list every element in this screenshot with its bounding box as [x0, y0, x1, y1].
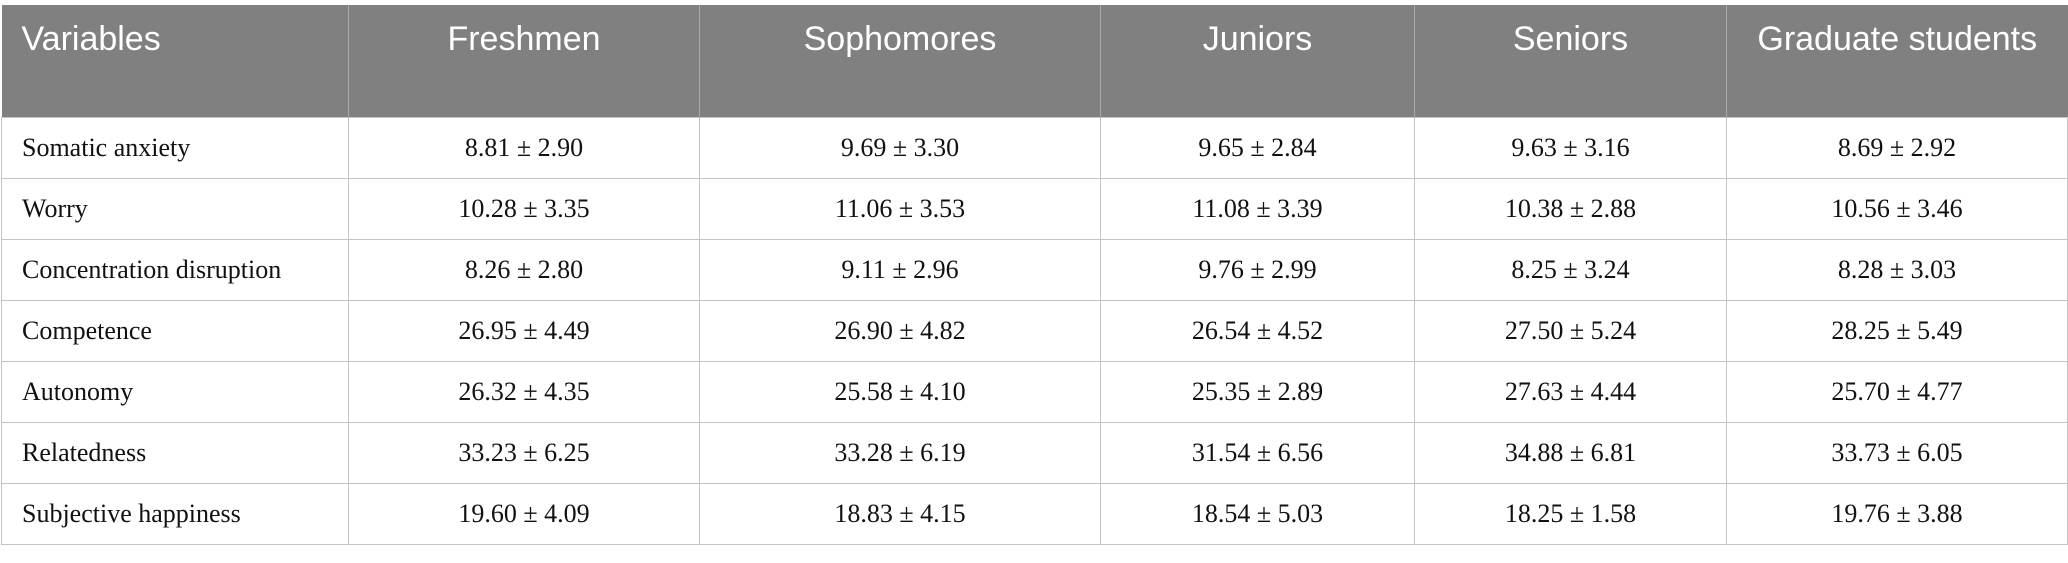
- row-label: Concentration disruption: [1, 238, 349, 301]
- cell: 10.38 ± 2.88: [1414, 177, 1727, 240]
- row-label: Competence: [1, 299, 349, 362]
- cell: 26.54 ± 4.52: [1100, 299, 1415, 362]
- row-label: Relatedness: [1, 421, 349, 484]
- cell: 9.76 ± 2.99: [1100, 238, 1415, 301]
- cell: 26.95 ± 4.49: [348, 299, 700, 362]
- cell: 8.28 ± 3.03: [1726, 238, 2068, 301]
- row-label: Subjective happiness: [1, 482, 349, 545]
- cell: 27.63 ± 4.44: [1414, 360, 1727, 423]
- cell: 33.23 ± 6.25: [348, 421, 700, 484]
- header-cell: Sophomores: [699, 5, 1101, 117]
- cell: 9.69 ± 3.30: [699, 116, 1101, 179]
- cell: 33.73 ± 6.05: [1726, 421, 2068, 484]
- cell: 19.60 ± 4.09: [348, 482, 700, 545]
- table-row: Concentration disruption 8.26 ± 2.80 9.11 …: [1, 238, 2068, 301]
- cell: 8.81 ± 2.90: [348, 116, 700, 179]
- table-row: Subjective happiness 19.60 ± 4.09 18.83 ± …: [1, 482, 2068, 545]
- table-row: Relatedness 33.23 ± 6.25 33.28 ± 6.19 31.54…: [1, 421, 2068, 484]
- cell: 9.65 ± 2.84: [1100, 116, 1415, 179]
- cell: 18.25 ± 1.58: [1414, 482, 1727, 545]
- cell: 25.35 ± 2.89: [1100, 360, 1415, 423]
- row-label: Autonomy: [1, 360, 349, 423]
- cell: 8.25 ± 3.24: [1414, 238, 1727, 301]
- cell: 10.28 ± 3.35: [348, 177, 700, 240]
- cell: 8.26 ± 2.80: [348, 238, 700, 301]
- header-cell: Juniors: [1100, 5, 1415, 117]
- table-row: Autonomy 26.32 ± 4.35 25.58 ± 4.10 25.35 ± …: [1, 360, 2068, 423]
- table-row: Competence 26.95 ± 4.49 26.90 ± 4.82 26.54 …: [1, 299, 2068, 362]
- cell: 19.76 ± 3.88: [1726, 482, 2068, 545]
- cell: 11.06 ± 3.53: [699, 177, 1101, 240]
- cell: 28.25 ± 5.49: [1726, 299, 2068, 362]
- cell: 34.88 ± 6.81: [1414, 421, 1727, 484]
- cell: 8.69 ± 2.92: [1726, 116, 2068, 179]
- cell: 33.28 ± 6.19: [699, 421, 1101, 484]
- table-body: Somatic anxiety 8.81 ± 2.90 9.69 ± 3.30 9.6…: [1, 116, 2068, 545]
- row-label: Somatic anxiety: [1, 116, 349, 179]
- header-cell: Seniors: [1414, 5, 1727, 117]
- cell: 11.08 ± 3.39: [1100, 177, 1415, 240]
- cell: 27.50 ± 5.24: [1414, 299, 1727, 362]
- header-cell: Freshmen: [348, 5, 700, 117]
- cell: 25.58 ± 4.10: [699, 360, 1101, 423]
- table-row: Somatic anxiety 8.81 ± 2.90 9.69 ± 3.30 9.6…: [1, 116, 2068, 179]
- cell: 26.32 ± 4.35: [348, 360, 700, 423]
- cell: 9.11 ± 2.96: [699, 238, 1101, 301]
- cell: 9.63 ± 3.16: [1414, 116, 1727, 179]
- header-cell: Variables: [1, 5, 349, 117]
- data-table: Variables Freshmen Sophomores Juniors Senior…: [1, 5, 2068, 545]
- cell: 18.83 ± 4.15: [699, 482, 1101, 545]
- header-cell: Graduate students: [1726, 5, 2068, 117]
- cell: 10.56 ± 3.46: [1726, 177, 2068, 240]
- table-row: Worry 10.28 ± 3.35 11.06 ± 3.53 11.08 ± 3.3…: [1, 177, 2068, 240]
- cell: 18.54 ± 5.03: [1100, 482, 1415, 545]
- cell: 31.54 ± 6.56: [1100, 421, 1415, 484]
- cell: 25.70 ± 4.77: [1726, 360, 2068, 423]
- header-row: Variables Freshmen Sophomores Juniors Senior…: [1, 5, 2068, 117]
- row-label: Worry: [1, 177, 349, 240]
- cell: 26.90 ± 4.82: [699, 299, 1101, 362]
